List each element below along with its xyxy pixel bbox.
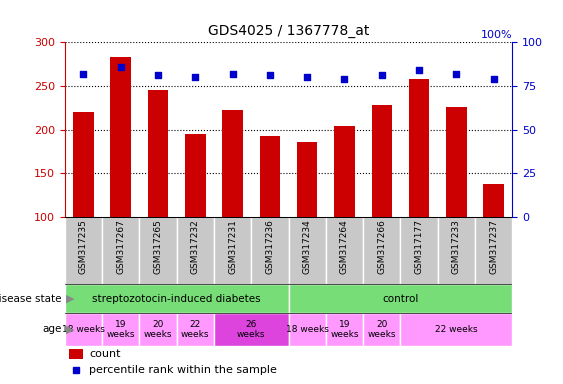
Text: 22
weeks: 22 weeks [181, 319, 209, 339]
Bar [289, 313, 326, 346]
Text: 20
weeks: 20 weeks [368, 319, 396, 339]
Bar [446, 107, 467, 217]
Bar [372, 105, 392, 217]
Point [228, 71, 237, 77]
Text: ▶: ▶ [66, 293, 74, 304]
Text: GSM317267: GSM317267 [116, 219, 125, 274]
Bar [289, 284, 512, 313]
Bar [185, 134, 205, 217]
Bar [326, 313, 363, 346]
Bar [65, 313, 102, 346]
Bar [251, 217, 288, 284]
Bar [363, 217, 400, 284]
Text: count: count [90, 349, 121, 359]
Point [191, 74, 200, 80]
Point [489, 76, 498, 82]
Bar [214, 217, 251, 284]
Text: 19
weeks: 19 weeks [106, 319, 135, 339]
Text: GSM317233: GSM317233 [452, 219, 461, 274]
Bar [69, 349, 83, 359]
Bar [260, 136, 280, 217]
Point [340, 76, 349, 82]
Point [116, 64, 125, 70]
Bar [73, 112, 93, 217]
Text: 18 weeks: 18 weeks [286, 325, 329, 334]
Point [303, 74, 312, 80]
Text: GSM317232: GSM317232 [191, 219, 200, 274]
Bar [148, 90, 168, 217]
Bar [214, 313, 289, 346]
Point [79, 71, 88, 77]
Bar [438, 217, 475, 284]
Bar [409, 79, 430, 217]
Point [452, 71, 461, 77]
Text: GSM317177: GSM317177 [414, 219, 423, 274]
Bar [140, 217, 177, 284]
Text: GSM317236: GSM317236 [265, 219, 274, 274]
Bar [177, 217, 214, 284]
Text: age: age [43, 324, 62, 334]
Bar [400, 217, 438, 284]
Bar [102, 313, 139, 346]
Text: control: control [382, 293, 419, 304]
Point [154, 72, 163, 78]
Text: 100%: 100% [481, 30, 512, 40]
Text: 18 weeks: 18 weeks [62, 325, 105, 334]
Text: GSM317264: GSM317264 [340, 219, 349, 274]
Point [377, 72, 386, 78]
Text: GSM317235: GSM317235 [79, 219, 88, 274]
Text: 20
weeks: 20 weeks [144, 319, 172, 339]
Bar [334, 126, 355, 217]
Bar [475, 217, 512, 284]
Bar [363, 313, 400, 346]
Bar [222, 109, 243, 217]
Text: GSM317265: GSM317265 [154, 219, 163, 274]
Text: disease state: disease state [0, 293, 62, 304]
Bar [326, 217, 363, 284]
Bar [289, 217, 326, 284]
Text: GSM317266: GSM317266 [377, 219, 386, 274]
Text: 26
weeks: 26 weeks [237, 319, 266, 339]
Bar [297, 142, 318, 217]
Text: GSM317237: GSM317237 [489, 219, 498, 274]
Title: GDS4025 / 1367778_at: GDS4025 / 1367778_at [208, 25, 369, 38]
Text: ▶: ▶ [66, 324, 74, 334]
Bar [65, 217, 102, 284]
Text: 19
weeks: 19 weeks [330, 319, 359, 339]
Bar [110, 57, 131, 217]
Text: streptozotocin-induced diabetes: streptozotocin-induced diabetes [92, 293, 261, 304]
Text: GSM317231: GSM317231 [228, 219, 237, 274]
Bar [177, 313, 214, 346]
Text: GSM317234: GSM317234 [303, 219, 312, 274]
Bar [65, 284, 289, 313]
Bar [400, 313, 512, 346]
Text: percentile rank within the sample: percentile rank within the sample [90, 364, 277, 374]
Bar [102, 217, 139, 284]
Point [265, 72, 274, 78]
Text: 22 weeks: 22 weeks [435, 325, 477, 334]
Bar [484, 184, 504, 217]
Bar [140, 313, 177, 346]
Point [414, 67, 423, 73]
